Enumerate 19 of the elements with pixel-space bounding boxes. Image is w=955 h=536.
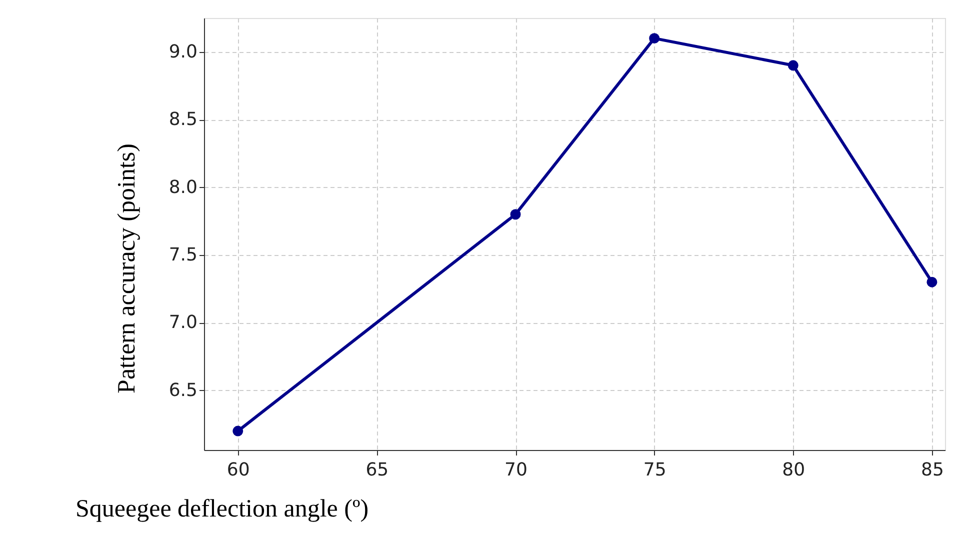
y-tick-label: 9.0: [168, 41, 198, 62]
point: [649, 33, 660, 44]
x-tick-label: 75: [643, 460, 666, 480]
point: [510, 209, 521, 220]
y-tick-label: 6.5: [168, 380, 198, 401]
y-tick-label: 8.5: [168, 109, 198, 130]
x-tick-label: 60: [226, 460, 250, 480]
y-tick-label: 7.0: [168, 312, 198, 334]
x-axis-title: Squeegee deflection angle (º): [76, 496, 369, 522]
y-axis-title: Pattern accuracy (points): [114, 144, 140, 394]
x-tick-label: 85: [921, 460, 944, 480]
point: [232, 426, 244, 436]
y-tick-label: 8.0: [168, 176, 198, 198]
point: [926, 276, 938, 288]
x-tick-label: 80: [782, 460, 806, 480]
x-tick-label: 65: [366, 460, 389, 480]
y-tick-label: 7.5: [168, 244, 198, 266]
point: [788, 60, 798, 71]
x-tick-label: 70: [504, 460, 528, 480]
